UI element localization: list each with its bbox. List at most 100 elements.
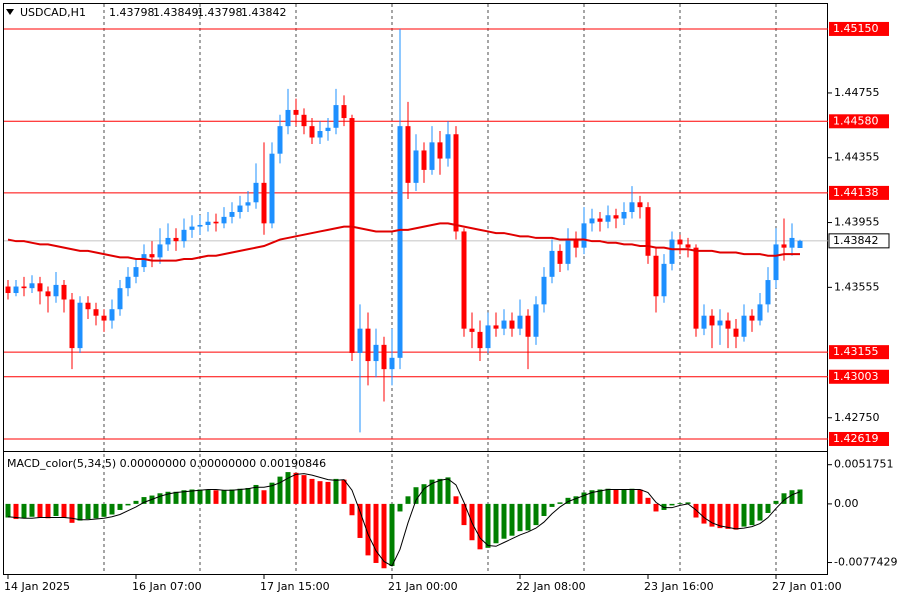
moving-average	[7, 222, 800, 262]
candle-body	[405, 126, 411, 183]
candle-body	[69, 299, 75, 349]
macd-bar	[165, 491, 171, 504]
y-tick-label: 1.43955	[834, 216, 880, 229]
macd-bar	[509, 503, 515, 536]
macd-bar	[453, 496, 459, 504]
candle-body	[213, 221, 219, 224]
macd-bar	[781, 493, 787, 504]
x-tick-label: 16 Jan 07:00	[132, 580, 202, 593]
candle-body	[293, 109, 299, 115]
candle-body	[109, 309, 115, 321]
macd-bar	[213, 490, 219, 504]
candle-body	[341, 105, 347, 119]
macd-bar	[85, 503, 91, 520]
macd-bar	[661, 503, 667, 510]
candle-body	[29, 283, 35, 289]
level-box	[829, 21, 889, 36]
macd-bar	[461, 503, 467, 526]
candle-body	[253, 182, 259, 203]
y2-tick-label: 0.00	[834, 497, 859, 510]
macd-bar	[597, 489, 603, 504]
macd-bar	[285, 472, 291, 504]
y2-tick-label: 0.0051751	[834, 458, 894, 471]
candle-body	[373, 344, 379, 362]
candle-body	[517, 315, 523, 329]
candle-body	[261, 182, 267, 224]
macd-bar	[485, 503, 491, 548]
macd-bar	[677, 503, 683, 504]
candle-body	[285, 109, 291, 127]
candle-body	[21, 286, 27, 289]
macd-bar	[765, 503, 771, 513]
candle-body	[389, 357, 395, 370]
macd-bar	[269, 482, 275, 504]
candle-body	[197, 224, 203, 227]
candle-body	[221, 216, 227, 224]
candle-body	[653, 255, 659, 297]
candle-body	[661, 263, 667, 297]
candle-body	[245, 202, 251, 206]
x-tick-label: 22 Jan 08:00	[516, 580, 586, 593]
candle-body	[765, 280, 771, 305]
candle-body	[229, 212, 235, 217]
candle-body	[701, 315, 707, 329]
macd-bar	[101, 503, 107, 517]
macd-bar	[237, 488, 243, 504]
macd-bar	[301, 475, 307, 504]
candle-body	[781, 244, 787, 248]
macd-bar	[797, 489, 803, 504]
macd-bar	[557, 502, 563, 504]
y-tick-label: 1.44755	[834, 86, 880, 99]
candle-body	[525, 315, 531, 337]
candle-body	[677, 239, 683, 245]
macd-bar	[725, 503, 731, 529]
candle-body	[669, 239, 675, 264]
level-label: 1.43155	[833, 345, 879, 358]
y2-tick-label: -0.0077429	[834, 556, 897, 569]
candle-body	[605, 215, 611, 222]
macd-bar	[589, 490, 595, 504]
macd-bar	[493, 503, 499, 544]
level-label: 1.44138	[833, 186, 879, 199]
x-tick-label: 27 Jan 01:00	[772, 580, 842, 593]
candle-body	[773, 244, 779, 281]
macd-bar	[621, 489, 627, 504]
macd-bar	[629, 488, 635, 504]
macd-bar	[757, 503, 763, 521]
macd-bar	[525, 503, 531, 531]
candle-body	[5, 286, 11, 294]
macd-bar	[77, 503, 83, 521]
macd-bar	[5, 503, 11, 518]
candle-body	[125, 276, 131, 289]
macd-bar	[405, 496, 411, 504]
macd-bar	[693, 503, 699, 518]
macd-bar	[253, 484, 259, 504]
level-label: 1.43003	[833, 370, 879, 383]
candle-body	[333, 105, 339, 128]
macd-bar	[773, 500, 779, 504]
candle-body	[541, 276, 547, 305]
candle-body	[205, 221, 211, 225]
macd-bar	[565, 497, 571, 504]
macd-bar	[277, 476, 283, 504]
level-label: 1.45150	[833, 22, 879, 35]
candle-body	[317, 131, 323, 138]
header-open: 1.43798	[109, 6, 155, 19]
candle-body	[149, 254, 155, 258]
candle-body	[637, 202, 643, 208]
candle-body	[45, 291, 51, 297]
candle-body	[741, 315, 747, 337]
candle-body	[157, 244, 163, 258]
menu-arrow	[6, 9, 14, 15]
macd-bar	[141, 497, 147, 504]
macd-bar	[733, 503, 739, 530]
candle-body	[725, 320, 731, 329]
candle-body	[533, 304, 539, 337]
candle-body	[557, 250, 563, 264]
x-tick-label: 21 Jan 00:00	[388, 580, 458, 593]
candle-body	[173, 237, 179, 242]
level-box	[829, 345, 889, 360]
macd-bar	[429, 479, 435, 504]
candle-body	[365, 328, 371, 362]
